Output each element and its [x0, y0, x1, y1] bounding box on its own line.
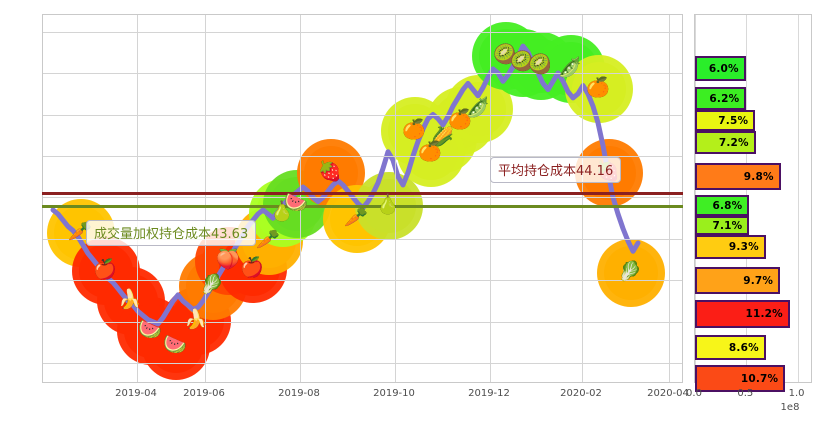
cost-label-avg_cost: 平均持仓成本44.16 — [490, 157, 622, 183]
volume-bar[interactable]: 7.2% — [695, 131, 756, 154]
gridline-vertical — [669, 15, 670, 382]
volume-bar-label: 10.7% — [740, 372, 779, 385]
x-axis-tick-label: 2020-02 — [560, 388, 602, 399]
marker-halo — [572, 62, 626, 116]
gridline-vertical — [490, 15, 491, 382]
gridline-vertical — [300, 15, 301, 382]
reference-line-vwap_cost — [42, 204, 683, 208]
volume-bar-label: 6.2% — [709, 92, 740, 105]
volume-gridline — [797, 15, 799, 382]
volume-bar[interactable]: 7.5% — [695, 110, 756, 131]
marker-halo — [604, 246, 658, 300]
volume-bar[interactable]: 6.8% — [695, 195, 750, 216]
x-axis-tick-label: 2019-10 — [373, 388, 415, 399]
x-axis-tick-label: 2019-08 — [278, 388, 320, 399]
volume-bar-label: 7.2% — [718, 136, 749, 149]
volume-bar[interactable]: 7.1% — [695, 216, 750, 235]
volume-bar-label: 7.5% — [718, 114, 749, 127]
volume-bar[interactable]: 8.6% — [695, 335, 766, 360]
gridline-vertical — [582, 15, 583, 382]
price-line-overlay — [47, 22, 665, 380]
reference-line-avg_cost — [42, 192, 683, 196]
gridline-horizontal — [43, 238, 682, 240]
volume-bar[interactable]: 9.3% — [695, 235, 766, 259]
gridline-vertical — [137, 15, 138, 382]
volume-bar-label: 7.1% — [712, 219, 743, 232]
volume-bar-label: 6.0% — [708, 62, 739, 75]
volume-axis-exponent: 1e8 — [780, 402, 800, 413]
volume-bar[interactable]: 9.7% — [695, 267, 781, 294]
volume-bar[interactable]: 10.7% — [695, 365, 786, 392]
volume-distribution-panel: 6.0% 6.2% 7.5% 7.2% 9.8% 6.8% 7.1% 9.3% 9.7% 11.2… — [694, 14, 812, 392]
volume-tick-label: 0.5 — [737, 388, 754, 399]
x-axis-tick-label: 2019-12 — [468, 388, 510, 399]
gridline-horizontal — [43, 155, 682, 157]
volume-bar[interactable]: 11.2% — [695, 300, 790, 328]
gridline-horizontal — [43, 73, 682, 75]
price-line — [50, 43, 641, 327]
volume-bar[interactable]: 9.8% — [695, 163, 781, 190]
gridline-horizontal — [43, 363, 682, 365]
price-chart-panel — [42, 14, 683, 383]
volume-bar-label: 9.8% — [743, 170, 774, 183]
volume-bar-label: 8.6% — [728, 341, 759, 354]
volume-bar[interactable]: 6.0% — [695, 56, 746, 81]
x-axis-tick-label: 2019-06 — [183, 388, 225, 399]
gridline-vertical — [205, 15, 206, 382]
volume-bar-label: 11.2% — [745, 308, 783, 320]
volume-bar[interactable]: 6.2% — [695, 87, 747, 110]
gridline-horizontal — [43, 114, 682, 116]
gridline-horizontal — [43, 197, 682, 199]
volume-bar-label: 6.8% — [712, 199, 743, 212]
volume-tick-label: 0.0 — [686, 388, 702, 399]
gridline-horizontal — [43, 321, 682, 323]
gridline-vertical — [395, 15, 396, 382]
cost-label-vwap_cost: 成交量加权持仓成本43.63 — [86, 220, 257, 246]
gridline-horizontal — [43, 31, 682, 33]
marker-halo — [452, 82, 506, 136]
volume-bar-label: 9.7% — [743, 274, 774, 287]
x-axis-tick-label: 2019-04 — [115, 388, 157, 399]
volume-bar-label: 9.3% — [728, 241, 759, 253]
gridline-horizontal — [43, 280, 682, 282]
x-axis-tick-label: 2020-04 — [647, 388, 689, 399]
volume-tick-label: 1.0 — [788, 388, 805, 399]
